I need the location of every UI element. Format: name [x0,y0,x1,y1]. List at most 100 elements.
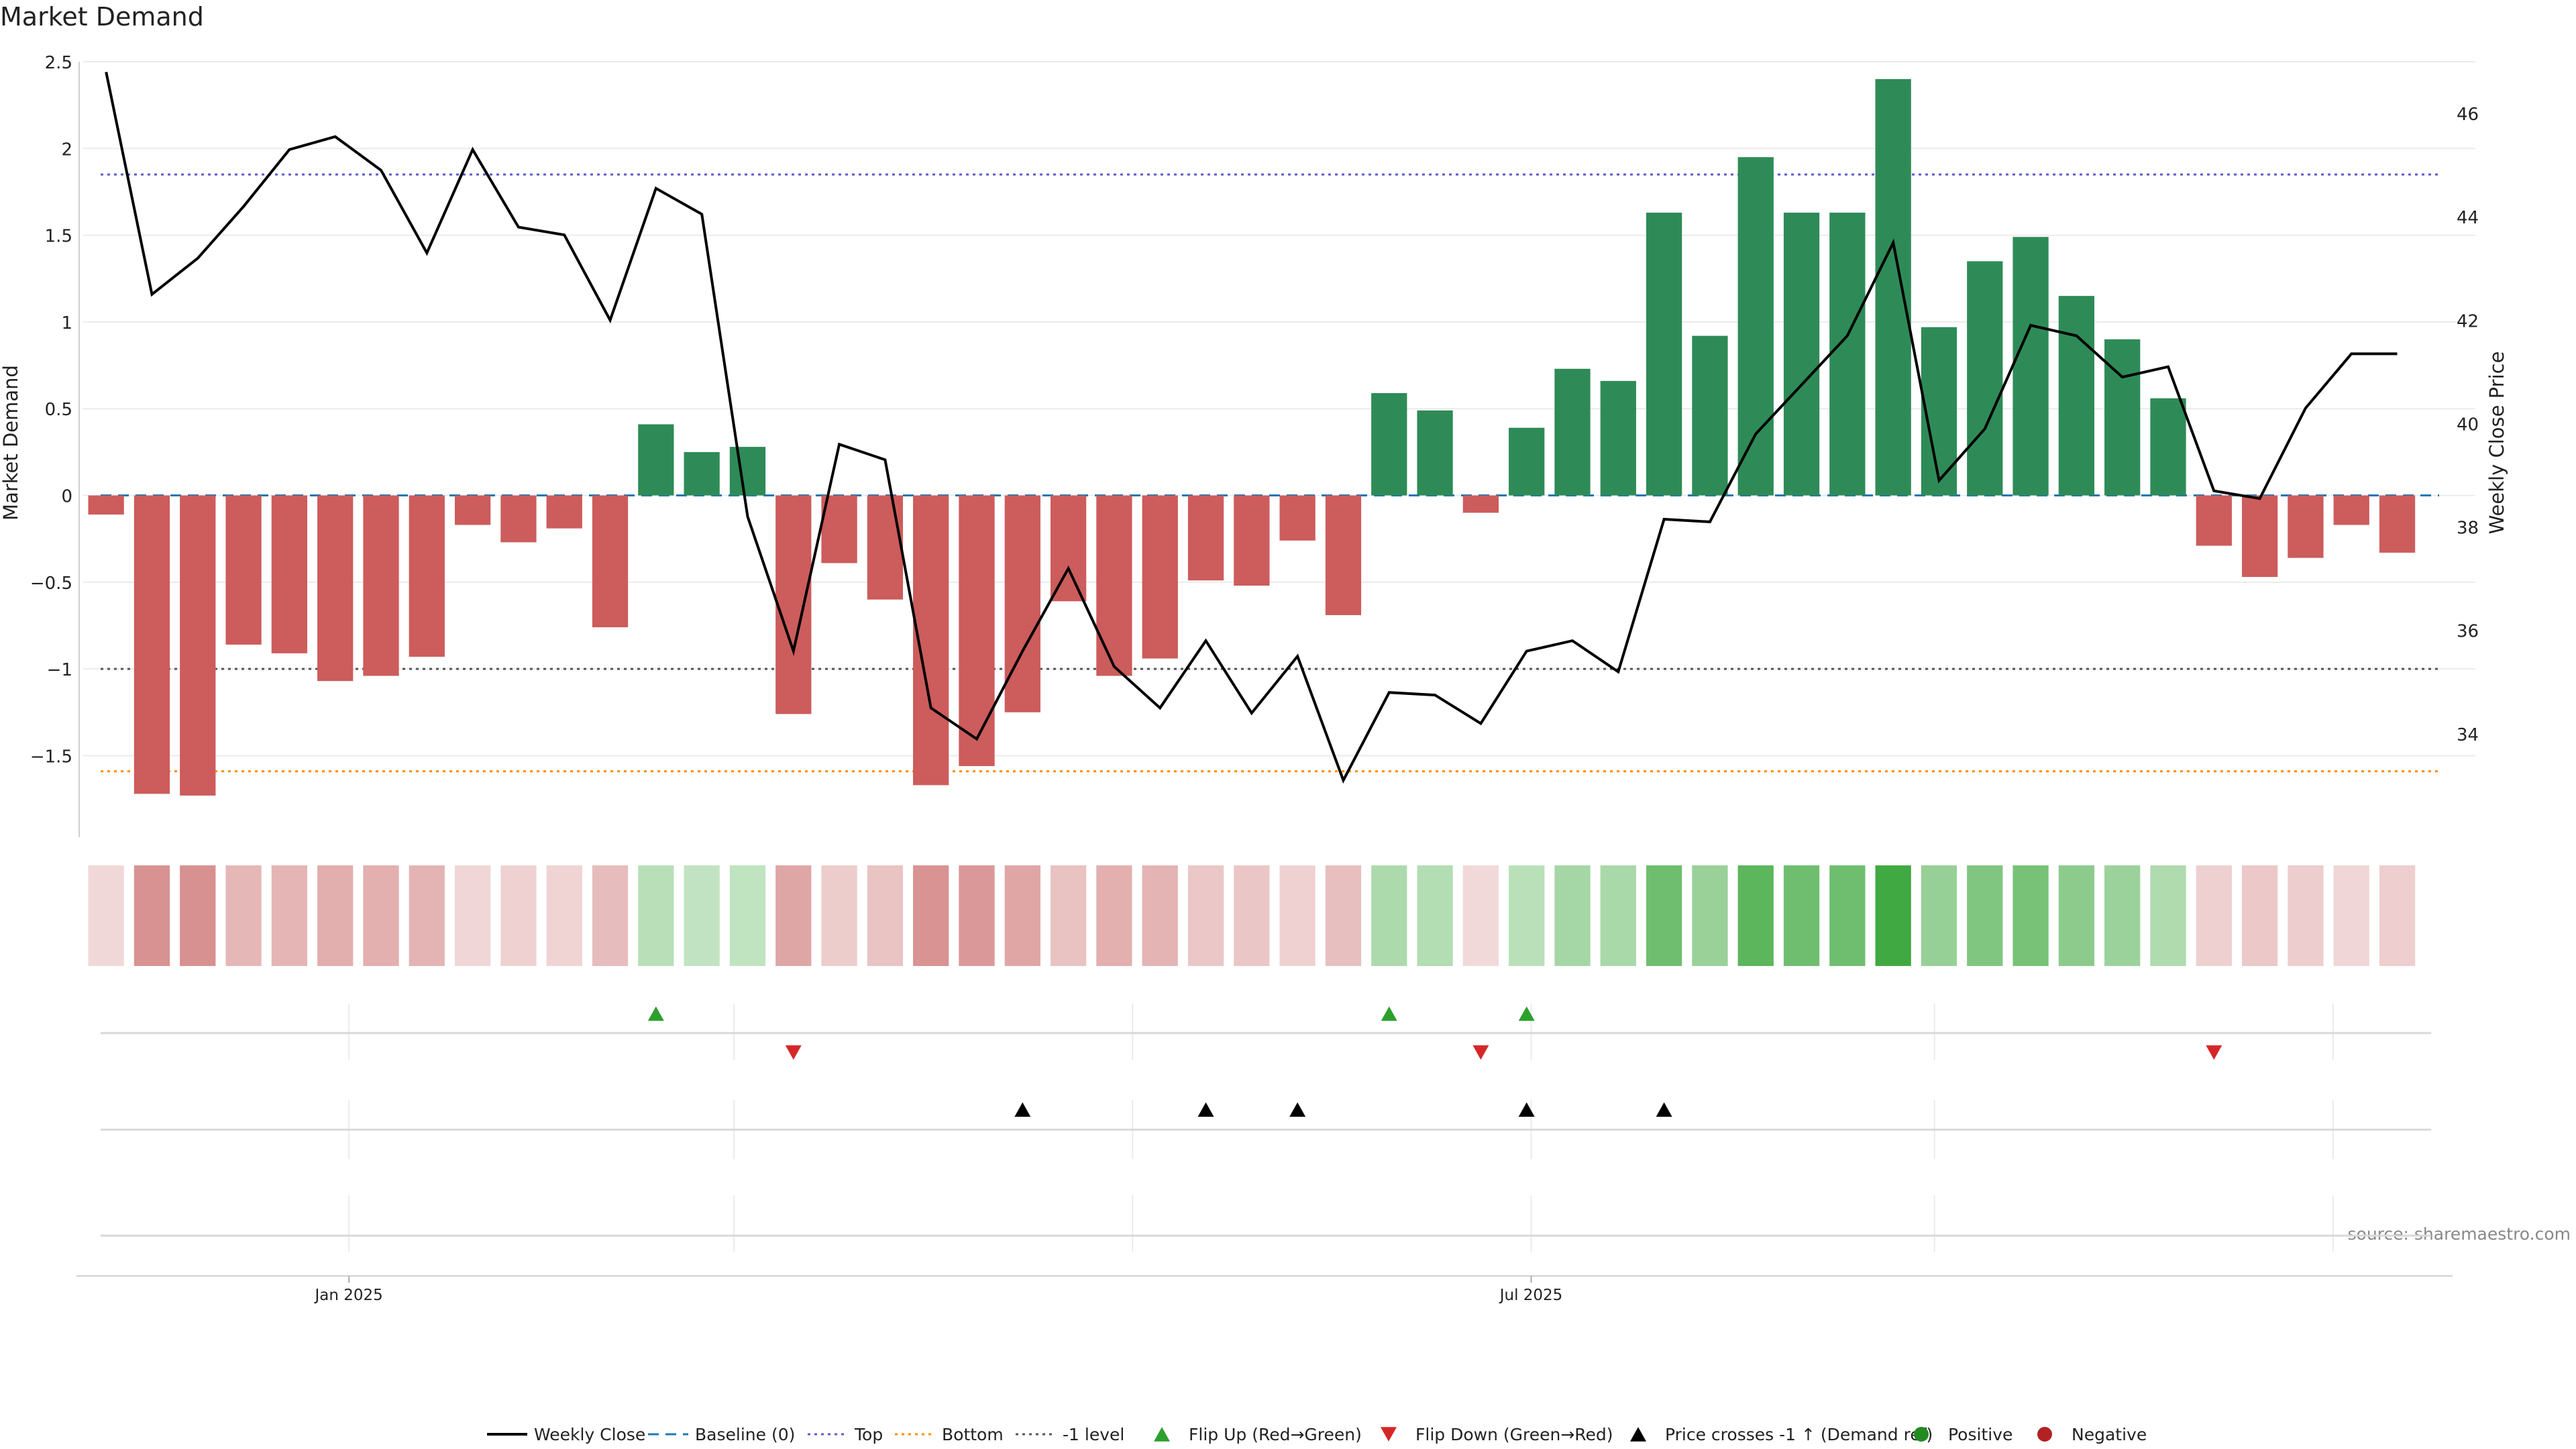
heat-cell [2196,865,2232,966]
price-cross-marker [1014,1102,1031,1117]
demand-bar-positive [2012,237,2049,496]
legend-symbol-positive [1914,1427,1929,1442]
flip-down-marker [785,1045,802,1060]
legend-label-weekly-close: Weekly Close [534,1425,645,1444]
legend-label-positive: Positive [1948,1425,2012,1444]
demand-bar-negative [454,495,491,525]
demand-bar-positive [1692,335,1728,496]
y-tick-label-right: 42 [2457,311,2479,331]
demand-bar-negative [959,495,995,766]
demand-bar-positive [1829,212,1866,496]
heat-cell [1142,865,1178,966]
heat-cell [2288,865,2324,966]
heat-cell [821,865,857,966]
heat-cell [1875,865,1911,966]
heat-cell [225,865,262,966]
demand-bar-negative [225,495,262,645]
demand-bar-positive [1509,427,1545,496]
x-tick-label: Jan 2025 [314,1287,383,1304]
demand-bar-positive [2150,398,2186,496]
demand-bar-negative [2379,495,2416,553]
signal-markers [76,1004,2453,1277]
heat-cell [1371,865,1407,966]
y-tick-label-left: 0 [61,487,72,507]
heat-cell [133,865,170,966]
demand-bar-positive [638,424,674,496]
flip-up-marker [1518,1006,1535,1021]
demand-bar-positive [1783,212,1820,496]
heat-cell [1646,865,1682,966]
demand-heat-strip [88,865,2416,966]
demand-bar-positive [1417,410,1453,496]
demand-bar-negative [775,495,812,714]
x-tick-label: Jul 2025 [1499,1287,1563,1304]
demand-bar-negative [180,495,216,796]
demand-bar-positive [729,447,766,496]
demand-bar-negative [2241,495,2278,578]
heat-cell [88,865,124,966]
y-tick-label-right: 34 [2457,725,2479,745]
demand-bar-positive [2104,339,2141,496]
heat-cell [363,865,399,966]
heat-cell [1004,865,1040,966]
demand-bar-negative [88,495,124,515]
demand-bar-positive [1967,261,2003,496]
heat-cell [1600,865,1636,966]
heat-cell [1829,865,1866,966]
legend-symbol-flip-up [1154,1427,1170,1442]
legend-label-negative: Negative [2072,1425,2147,1444]
heat-cell [1417,865,1453,966]
y-tick-label-left: −1.5 [30,747,72,767]
heat-cell [2058,865,2095,966]
price-cross-marker [1518,1102,1535,1117]
demand-bar-positive [1600,380,1636,496]
demand-bars [88,78,2416,796]
heat-cell [1096,865,1132,966]
legend-symbol-flip-down [1381,1427,1397,1442]
y-tick-label-left: 1 [61,313,72,333]
heat-cell [1325,865,1362,966]
heat-cell [1783,865,1820,966]
heat-cell [1967,865,2003,966]
demand-bar-negative [1187,495,1224,581]
legend-label-flip-up: Flip Up (Red→Green) [1189,1425,1362,1444]
demand-bar-negative [2333,495,2369,525]
heat-cell [913,865,949,966]
legend-label-price-crosses: Price crosses -1 ↑ (Demand ref) [1665,1425,1933,1444]
y-tick-label-left: −1 [47,660,72,680]
heat-cell [546,865,582,966]
legend-symbol-negative [2037,1427,2052,1442]
demand-bar-negative [317,495,354,682]
price-cross-marker [1656,1102,1672,1117]
heat-cell [959,865,995,966]
demand-bar-negative [546,495,582,529]
heat-cell [180,865,216,966]
heat-cell [409,865,445,966]
demand-bar-negative [133,495,170,794]
demand-bar-negative [2196,495,2232,546]
y-tick-label-left: 1.5 [45,227,72,247]
y-tick-label-right: 44 [2457,208,2479,228]
demand-bar-negative [1004,495,1040,712]
heat-cell [1279,865,1316,966]
demand-bar-positive [684,451,720,496]
heat-cell [1187,865,1224,966]
heat-cell [684,865,720,966]
legend-label-minus-one-level: -1 level [1063,1425,1124,1444]
legend-label-baseline: Baseline (0) [695,1425,795,1444]
heat-cell [2379,865,2416,966]
heat-cell [1554,865,1591,966]
y-tick-label-left: 2 [61,140,72,160]
demand-bar-negative [821,495,857,564]
demand-bar-negative [867,495,904,600]
demand-bar-negative [1462,495,1499,513]
demand-bar-positive [1875,78,1911,496]
heat-cell [2012,865,2049,966]
demand-bar-negative [500,495,537,543]
demand-bar-positive [1646,212,1682,496]
demand-bar-negative [1142,495,1178,659]
legend-label-top: Top [854,1425,883,1444]
heat-cell [1462,865,1499,966]
chart-title: Market Demand [0,2,204,32]
